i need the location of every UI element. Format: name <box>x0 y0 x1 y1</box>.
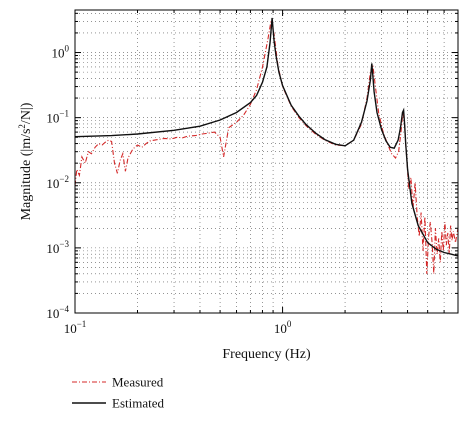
y-tick-label: 10−2 <box>46 174 69 191</box>
series-line-estimated <box>75 17 458 257</box>
legend-label-measured: Measured <box>112 375 164 390</box>
y-axis-title: Magnitude (|m/s2/N|) <box>17 102 34 220</box>
y-tick-label: 10−1 <box>46 109 69 126</box>
legend-label-estimated: Estimated <box>112 396 164 411</box>
x-axis-title: Frequency (Hz) <box>222 347 311 362</box>
y-tick-labels: 10−4 10−3 10−2 10−1 100 <box>46 44 69 321</box>
grid <box>74 10 459 314</box>
plot-frame <box>74 9 459 314</box>
y-tick-label: 10−4 <box>46 304 69 321</box>
series-layer <box>75 17 458 274</box>
x-tick-label: 100 <box>274 319 292 336</box>
x-tick-labels: 10−1 100 <box>64 319 292 336</box>
series-line-measured <box>75 20 458 274</box>
y-tick-label: 100 <box>52 44 70 61</box>
tick-marks <box>74 10 459 314</box>
y-tick-label: 10−3 <box>46 239 69 256</box>
x-tick-label: 10−1 <box>64 319 87 336</box>
legend: Measured Estimated <box>72 375 164 411</box>
